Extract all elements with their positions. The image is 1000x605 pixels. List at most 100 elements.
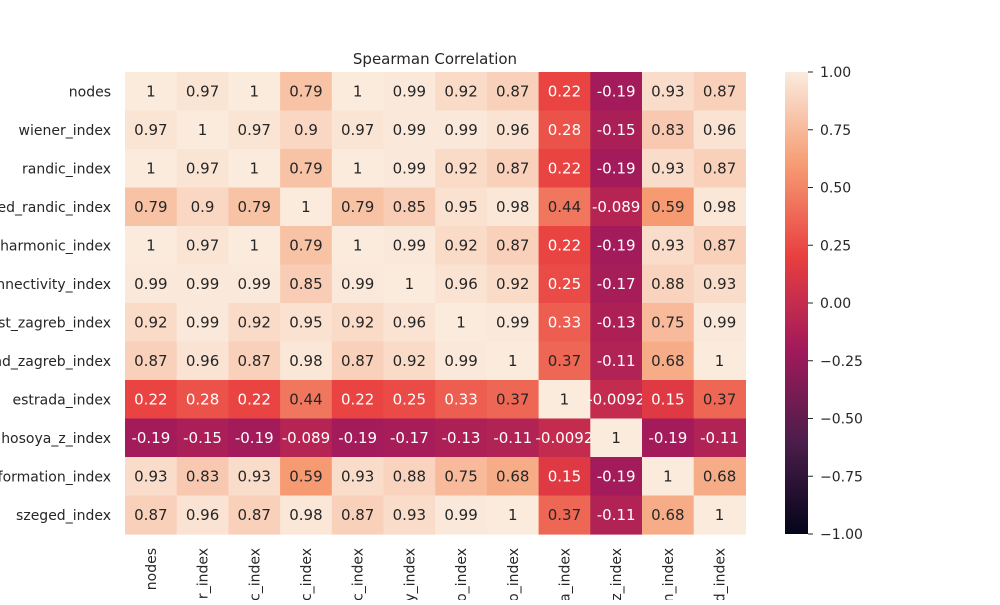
cell-value-label: -0.19: [648, 429, 687, 447]
heatmap-cell: [538, 187, 591, 227]
heatmap-cell: [176, 341, 229, 381]
cell-value-label: 0.99: [238, 275, 271, 293]
cell-value-label: 0.99: [444, 506, 477, 524]
heatmap-cell: [435, 495, 488, 535]
heatmap-cell: [176, 149, 229, 189]
cell-value-label: 0.97: [341, 121, 374, 139]
heatmap-cell: [176, 264, 229, 304]
cell-value-label: 0.79: [341, 198, 374, 216]
heatmap-cell: [590, 226, 643, 266]
cell-value-label: 0.99: [393, 236, 426, 254]
cell-value-label: -0.19: [338, 429, 377, 447]
heatmap-cell: [331, 226, 385, 266]
heatmap-cell: [176, 457, 229, 497]
heatmap-cell: [125, 187, 178, 227]
cell-value-label: -0.19: [597, 159, 636, 177]
cell-value-label: 0.95: [289, 313, 322, 331]
heatmap-cell: [538, 226, 591, 266]
heatmap-cell: [125, 457, 178, 497]
heatmap-cell: [435, 341, 488, 381]
heatmap-cell: [228, 149, 281, 189]
heatmap-cell: [538, 495, 591, 535]
heatmap-cell: [228, 380, 281, 420]
heatmap-cell: [280, 495, 333, 535]
heatmap-cell: [228, 457, 281, 497]
cell-value-label: 0.88: [393, 467, 426, 485]
cell-value-label: 1: [715, 506, 725, 524]
cell-value-label: 0.96: [496, 121, 529, 139]
cell-value-label: 0.96: [186, 506, 219, 524]
heatmap-cell: [693, 72, 746, 112]
heatmap-cell: [590, 418, 643, 458]
cell-value-label: 0.87: [134, 352, 167, 370]
cell-value-label: 0.97: [186, 236, 219, 254]
heatmap-cell: [176, 495, 229, 535]
heatmap-cell: [125, 495, 178, 535]
heatmap-cell: [486, 264, 540, 304]
heatmap-cell: [538, 264, 591, 304]
cell-value-label: -0.11: [493, 429, 532, 447]
colorbar-tick-label: 0.75: [820, 123, 851, 139]
cell-value-label: 0.93: [651, 236, 684, 254]
cell-value-label: 0.87: [703, 236, 736, 254]
heatmap-cell: [280, 72, 333, 112]
heatmap-cell: [331, 187, 385, 227]
heatmap-cell: [590, 149, 643, 189]
heatmap-cell: [331, 264, 385, 304]
cell-value-label: 0.93: [238, 467, 271, 485]
cell-value-label: 0.99: [186, 313, 219, 331]
cell-value-label: 0.92: [444, 159, 477, 177]
heatmap-cell: [331, 110, 385, 150]
heatmap-cell: [125, 380, 178, 420]
chart-title: Spearman Correlation: [353, 50, 517, 68]
cell-value-label: -0.15: [597, 121, 636, 139]
cell-value-label: 0.75: [444, 467, 477, 485]
heatmap-cell: [435, 380, 488, 420]
heatmap-cell: [383, 264, 436, 304]
heatmap-cell: [693, 303, 746, 343]
cell-value-label: 0.87: [238, 352, 271, 370]
cell-value-label: 0.98: [289, 352, 322, 370]
heatmap-cell: [642, 149, 695, 189]
heatmap-cell: [435, 264, 488, 304]
heatmap-cell: [642, 341, 695, 381]
cell-value-label: 0.99: [703, 313, 736, 331]
heatmap-cell: [331, 418, 385, 458]
cell-value-label: 0.87: [341, 352, 374, 370]
heatmap-cell: [383, 149, 436, 189]
cell-value-label: 1: [301, 198, 311, 216]
heatmap-cell: [383, 226, 436, 266]
heatmap-cell: [486, 303, 540, 343]
cell-value-label: 0.9: [191, 198, 215, 216]
cell-value-label: 0.79: [238, 198, 271, 216]
cell-value-label: 0.99: [444, 352, 477, 370]
heatmap-cell: [331, 457, 385, 497]
colorbar-tick-label: 0.25: [820, 238, 851, 254]
heatmap-cell: [642, 226, 695, 266]
cell-value-label: 1: [353, 159, 363, 177]
cell-value-label: 0.85: [289, 275, 322, 293]
cell-value-label: -0.13: [597, 313, 636, 331]
heatmap-cell: [228, 341, 281, 381]
heatmap-cell: [280, 149, 333, 189]
cell-value-label: 1: [146, 159, 156, 177]
heatmap-cell: [280, 110, 333, 150]
cell-value-label: 0.79: [289, 159, 322, 177]
heatmap-cell: [125, 110, 178, 150]
cell-value-label: 0.25: [393, 390, 426, 408]
cell-value-label: -0.13: [442, 429, 481, 447]
cell-value-label: 0.99: [393, 159, 426, 177]
heatmap-cell: [538, 380, 591, 420]
cell-value-label: 0.44: [289, 390, 322, 408]
cell-value-label: 1: [249, 159, 259, 177]
heatmap-cell: [125, 72, 178, 112]
cell-value-label: 0.83: [186, 467, 219, 485]
cell-value-label: 0.99: [496, 313, 529, 331]
cell-value-label: 1: [560, 390, 570, 408]
column-label: nodes: [144, 548, 160, 590]
heatmap-cell: [538, 341, 591, 381]
row-label: hosoya_z_index: [1, 431, 111, 447]
heatmap-cell: [125, 418, 178, 458]
heatmap-cell: [280, 380, 333, 420]
